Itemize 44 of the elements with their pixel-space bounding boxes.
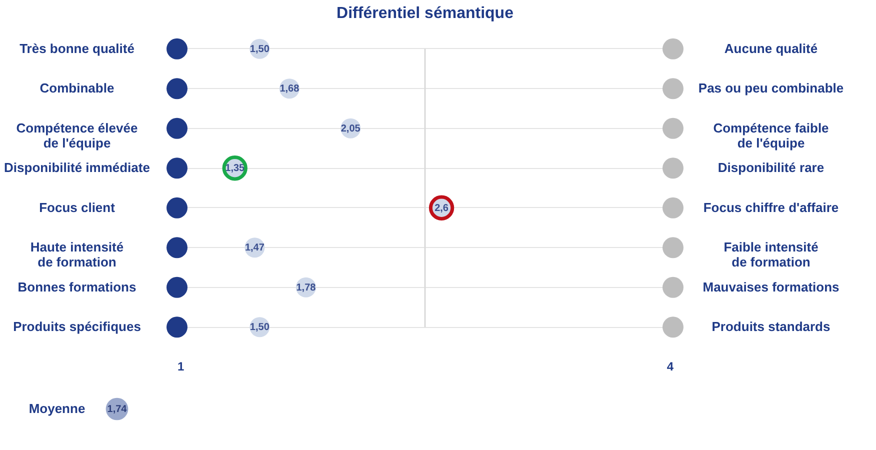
point — [662, 158, 684, 179]
point — [662, 197, 684, 218]
data-label: 1,50 — [250, 322, 270, 334]
point — [166, 276, 188, 298]
y2-tick-label: Compétence faible de l'équipe — [713, 120, 829, 150]
data-label: 1,50 — [250, 44, 270, 55]
y-tick-label: Disponibilité immédiate — [4, 160, 150, 176]
point — [166, 78, 188, 100]
x-tick-label: 1 — [178, 360, 184, 374]
text: Moyenne — [28, 401, 86, 416]
y2-tick-label: Pas ou peu combinable — [698, 80, 844, 96]
y-tick-label: Très bonne qualité — [20, 40, 134, 56]
y2-tick-label: Faible intensité de formation — [724, 240, 818, 270]
y-tick-label: Focus client — [39, 200, 116, 215]
y2-tick-label: Mauvaises formations — [702, 279, 840, 294]
data-label: 1,47 — [244, 242, 265, 254]
chart-title: Différentiel sémantique — [336, 5, 514, 22]
text: 1,74 — [107, 404, 128, 415]
y-tick-label: Produits spécifiques — [13, 319, 141, 334]
point — [166, 316, 188, 338]
y-tick-label: Haute intensité de formation — [30, 240, 124, 270]
y2-tick-label: Aucune qualité — [724, 40, 818, 56]
point — [662, 78, 684, 100]
y-tick-label: Bonnes formations — [18, 279, 136, 294]
point — [166, 237, 188, 258]
point — [166, 197, 188, 218]
data-label: 1,68 — [280, 84, 300, 95]
x-tick-label: 4 — [666, 360, 674, 374]
data-label: 2,05 — [340, 123, 361, 134]
y-tick-label: Compétence élevée de l'équipe — [16, 120, 138, 150]
point — [662, 38, 684, 60]
y-tick-label: Combinable — [40, 80, 114, 96]
point — [662, 276, 684, 298]
data-label: 2,6 — [434, 202, 449, 214]
y2-tick-label: Focus chiffre d'affaire — [703, 200, 839, 215]
point — [166, 158, 188, 179]
point — [166, 38, 188, 60]
data-label: 1,78 — [296, 282, 316, 294]
y2-tick-label: Produits standards — [712, 319, 830, 334]
point — [662, 237, 684, 258]
y2-tick-label: Disponibilité rare — [718, 160, 824, 176]
point — [662, 118, 684, 139]
point — [662, 316, 684, 338]
point — [166, 118, 188, 139]
